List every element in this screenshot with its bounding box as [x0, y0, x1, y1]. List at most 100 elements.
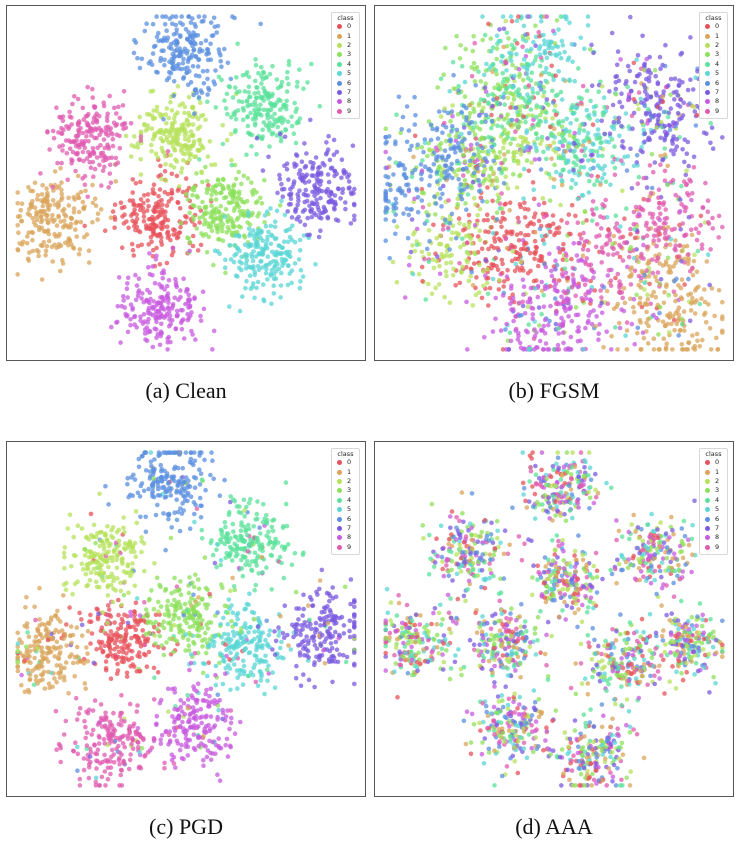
- scatter-point: [657, 304, 663, 310]
- scatter-point: [312, 193, 317, 199]
- scatter-point: [234, 200, 240, 205]
- scatter-point: [675, 110, 681, 116]
- scatter-point: [106, 185, 111, 190]
- scatter-point: [169, 171, 175, 177]
- scatter-point: [60, 148, 65, 153]
- scatter-point: [183, 27, 189, 32]
- scatter-point: [663, 259, 669, 264]
- scatter-point: [654, 315, 659, 321]
- scatter-point: [72, 94, 77, 99]
- scatter-point: [532, 286, 538, 291]
- scatter-point: [479, 295, 485, 301]
- scatter-point: [636, 106, 641, 112]
- scatter-point: [346, 179, 352, 184]
- scatter-point: [251, 281, 256, 286]
- scatter-point: [539, 137, 545, 143]
- scatter-point: [520, 277, 526, 283]
- scatter-point: [422, 137, 428, 142]
- scatter-point: [680, 80, 685, 85]
- scatter-point: [692, 109, 698, 114]
- scatter-point: [707, 326, 713, 331]
- legend-marker: [705, 71, 710, 77]
- scatter-point: [409, 143, 414, 149]
- scatter-point: [667, 127, 673, 132]
- scatter-point: [302, 207, 308, 213]
- scatter-point: [113, 155, 119, 161]
- scatter-point: [500, 71, 505, 76]
- scatter-point: [129, 143, 134, 148]
- scatter-point: [583, 146, 588, 151]
- scatter-point: [15, 272, 20, 277]
- scatter-point: [438, 76, 444, 82]
- scatter-point: [27, 250, 32, 255]
- scatter-point: [521, 196, 526, 201]
- scatter-point: [254, 109, 259, 115]
- scatter-point: [207, 139, 213, 144]
- scatter-point: [78, 189, 84, 195]
- scatter-point: [305, 80, 310, 85]
- scatter-point: [496, 287, 502, 292]
- scatter-point: [585, 247, 591, 253]
- scatter-point: [541, 304, 547, 310]
- scatter-point: [617, 99, 622, 105]
- scatter-point: [480, 14, 485, 19]
- scatter-point: [522, 215, 528, 220]
- scatter-point: [286, 58, 292, 64]
- scatter-point: [118, 639, 123, 644]
- scatter-point: [535, 90, 540, 96]
- scatter-point: [253, 57, 258, 62]
- scatter-point: [675, 102, 681, 108]
- scatter-point: [317, 215, 322, 220]
- scatter-point: [481, 72, 487, 78]
- scatter-point: [94, 155, 100, 160]
- scatter-point: [73, 168, 78, 174]
- scatter-point: [553, 301, 559, 307]
- scatter-point: [133, 272, 138, 278]
- scatter-point: [154, 69, 159, 75]
- scatter-point: [243, 285, 248, 291]
- scatter-point: [36, 253, 41, 259]
- scatter-point: [477, 262, 482, 268]
- scatter-point: [159, 313, 165, 318]
- scatter-point: [487, 285, 493, 291]
- scatter-point: [629, 265, 634, 270]
- scatter-point: [602, 203, 607, 209]
- scatter-point: [477, 113, 482, 118]
- scatter-point: [191, 187, 197, 193]
- scatter-point: [475, 212, 480, 218]
- scatter-point: [279, 198, 284, 204]
- scatter-point: [579, 96, 584, 101]
- scatter-point: [254, 285, 259, 291]
- scatter-point: [520, 299, 525, 305]
- scatter-point: [658, 135, 663, 141]
- legend-label: 2: [347, 40, 352, 49]
- legend-marker: [337, 33, 342, 39]
- legend-label: 8: [715, 97, 720, 106]
- scatter-point: [613, 275, 618, 281]
- scatter-point: [206, 85, 211, 91]
- scatter-point: [590, 199, 596, 204]
- scatter-point: [393, 141, 398, 147]
- scatter-point: [205, 76, 210, 82]
- scatter-point: [163, 209, 168, 214]
- scatter-point: [414, 226, 420, 232]
- scatter-point: [483, 229, 488, 234]
- series-class-2: [112, 84, 239, 189]
- scatter-point: [560, 130, 566, 136]
- scatter-point: [116, 654, 121, 660]
- scatter-point: [526, 207, 531, 212]
- scatter-point: [231, 184, 236, 189]
- scatter-point: [51, 135, 57, 141]
- scatter-point: [285, 209, 291, 214]
- scatter-point: [609, 30, 615, 36]
- scatter-point: [265, 277, 270, 282]
- scatter-point: [171, 32, 177, 37]
- scatter-point: [609, 137, 615, 142]
- scatter-point: [679, 277, 685, 282]
- scatter-point: [567, 169, 572, 174]
- scatter-point: [449, 211, 455, 217]
- scatter-point: [15, 247, 21, 253]
- scatter-point: [684, 243, 690, 249]
- scatter-point: [631, 163, 637, 169]
- scatter-point: [223, 106, 229, 111]
